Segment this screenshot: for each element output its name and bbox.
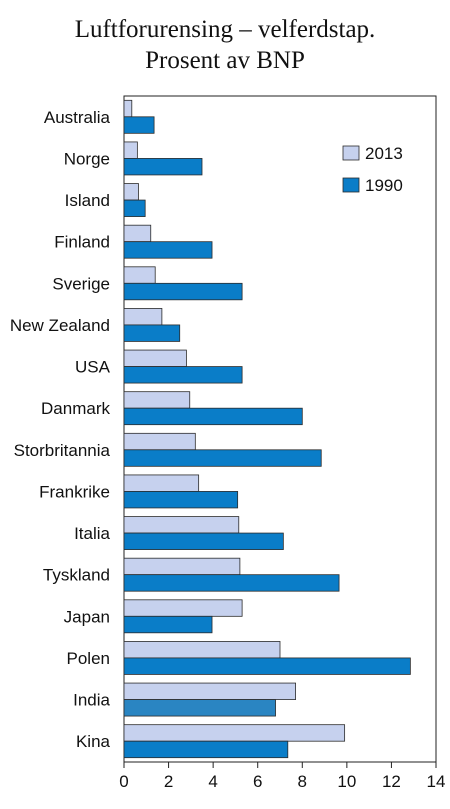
legend-swatch-2013 bbox=[342, 145, 360, 161]
bar-australia-2013 bbox=[123, 99, 133, 118]
plot-area-frame bbox=[123, 95, 437, 763]
legend-label-1990: 1990 bbox=[365, 176, 403, 195]
bar-storbritannia-2013 bbox=[123, 432, 196, 451]
bar-norge-2013 bbox=[123, 141, 138, 159]
bar-australia-1990 bbox=[123, 116, 155, 134]
legend-swatch-1990 bbox=[342, 177, 360, 193]
bar-danmark-1990 bbox=[123, 407, 303, 426]
category-label-italia: Italia bbox=[74, 524, 110, 543]
x-tick-label-0: 0 bbox=[119, 772, 128, 791]
chart-title-block: Luftforurensing – velferdstap. Prosent a… bbox=[0, 14, 450, 76]
bar-new-zealand-1990 bbox=[123, 324, 181, 342]
bar-sverige-1990 bbox=[123, 282, 243, 301]
bar-island-2013 bbox=[123, 183, 139, 201]
category-label-japan: Japan bbox=[64, 607, 110, 626]
category-label-storbritannia: Storbritannia bbox=[14, 441, 111, 460]
bar-japan-1990 bbox=[123, 615, 213, 634]
bar-polen-1990 bbox=[123, 657, 411, 675]
bar-usa-1990 bbox=[123, 366, 243, 384]
bar-danmark-2013 bbox=[123, 391, 191, 409]
chart-subtitle: Prosent av BNP bbox=[145, 47, 305, 74]
x-tick-label-8: 8 bbox=[298, 772, 307, 791]
bar-india-1990 bbox=[123, 699, 276, 717]
bar-kina-1990 bbox=[123, 740, 289, 759]
category-label-frankrike: Frankrike bbox=[39, 482, 110, 501]
bar-tyskland-2013 bbox=[123, 557, 241, 576]
bar-italia-1990 bbox=[123, 532, 284, 550]
chart-title: Luftforurensing – velferdstap. bbox=[74, 16, 376, 43]
bar-japan-2013 bbox=[123, 599, 243, 617]
bar-storbritannia-1990 bbox=[123, 449, 322, 467]
legend-label-2013: 2013 bbox=[365, 144, 403, 163]
category-label-tyskland: Tyskland bbox=[43, 566, 110, 585]
bar-polen-2013 bbox=[123, 641, 281, 659]
bar-new-zealand-2013 bbox=[123, 308, 163, 326]
category-label-norge: Norge bbox=[64, 149, 110, 168]
bar-norge-1990 bbox=[123, 158, 203, 176]
category-label-kina: Kina bbox=[76, 732, 111, 751]
category-label-new-zealand: New Zealand bbox=[10, 316, 110, 335]
category-label-finland: Finland bbox=[54, 233, 110, 252]
bar-finland-2013 bbox=[123, 224, 152, 243]
category-label-polen: Polen bbox=[67, 649, 110, 668]
bar-kina-2013 bbox=[123, 724, 346, 742]
category-label-danmark: Danmark bbox=[41, 399, 110, 418]
category-label-sverige: Sverige bbox=[52, 274, 110, 293]
category-label-australia: Australia bbox=[44, 108, 111, 127]
category-label-island: Island bbox=[65, 191, 110, 210]
category-label-india: India bbox=[73, 691, 110, 710]
x-tick-label-12: 12 bbox=[382, 772, 401, 791]
x-tick-label-10: 10 bbox=[337, 772, 356, 791]
bar-frankrike-1990 bbox=[123, 491, 239, 509]
x-tick-label-14: 14 bbox=[427, 772, 446, 791]
x-tick-label-2: 2 bbox=[164, 772, 173, 791]
bar-tyskland-1990 bbox=[123, 574, 340, 592]
bar-sverige-2013 bbox=[123, 266, 156, 284]
bar-frankrike-2013 bbox=[123, 474, 200, 492]
bar-italia-2013 bbox=[123, 516, 240, 534]
bar-finland-1990 bbox=[123, 241, 213, 259]
bar-india-2013 bbox=[123, 682, 297, 700]
bar-island-1990 bbox=[123, 199, 146, 217]
bar-usa-2013 bbox=[123, 349, 187, 367]
x-tick-label-6: 6 bbox=[253, 772, 262, 791]
category-label-usa: USA bbox=[75, 358, 111, 377]
x-tick-label-4: 4 bbox=[208, 772, 217, 791]
